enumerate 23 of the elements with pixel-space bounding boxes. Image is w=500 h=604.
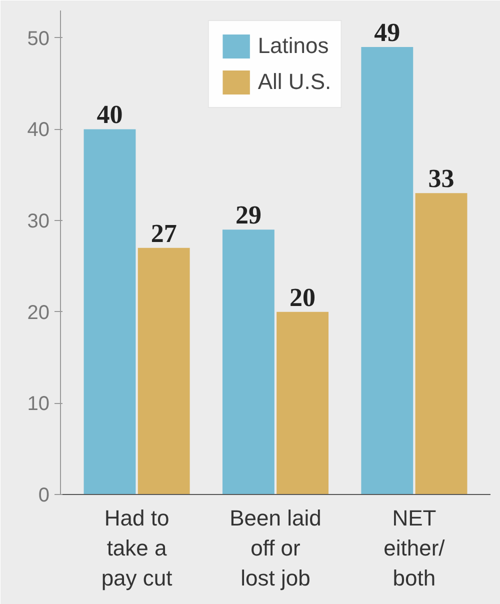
y-tick-label: 30 (27, 210, 50, 233)
legend-label: All U.S. (258, 69, 332, 95)
bar (138, 248, 190, 494)
bar (415, 193, 468, 494)
data-label: 20 (290, 282, 316, 312)
data-label: 49 (374, 18, 400, 48)
y-tick-label: 0 (38, 484, 50, 506)
data-label: 33 (428, 164, 454, 194)
x-tick-label: Had to take a pay cut (101, 506, 172, 590)
bar (84, 129, 136, 494)
data-label: 27 (150, 218, 177, 248)
bar (276, 312, 329, 494)
x-tick-label: NET either/ both (384, 506, 446, 590)
y-tick-label: 50 (27, 28, 50, 50)
bar (222, 230, 274, 494)
data-label: 40 (96, 100, 123, 130)
y-tick-label: 40 (27, 119, 50, 142)
data-label: 29 (235, 200, 262, 230)
bar (361, 47, 414, 494)
y-tick-label: 20 (27, 302, 50, 324)
x-tick-label: Been laid off or lost job (230, 506, 322, 590)
legend-label: Latinos (258, 33, 329, 59)
y-tick-label: 10 (27, 393, 50, 416)
